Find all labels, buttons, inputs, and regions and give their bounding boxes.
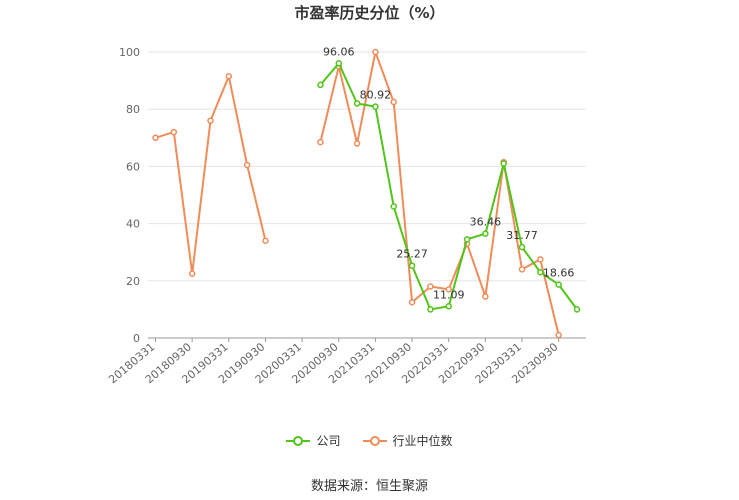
y-tick-label: 100 (119, 46, 140, 59)
data-point-company (555, 281, 562, 288)
data-point-industry-median (317, 138, 324, 146)
legend-label-company: 公司 (316, 434, 341, 448)
y-tick-label: 0 (133, 332, 140, 345)
legend-item-industry-median[interactable]: 行业中位数 (362, 432, 453, 449)
data-point-company (518, 243, 526, 251)
data-point-company (573, 306, 581, 313)
legend-label-industry-median: 行业中位数 (392, 434, 453, 448)
data-point-industry-median (170, 128, 178, 136)
y-tick-label: 60 (126, 160, 140, 173)
data-point-industry-median (372, 48, 379, 56)
y-tick-label: 20 (126, 275, 140, 288)
data-point-industry-median (537, 256, 544, 263)
series-line-industry-median (155, 51, 560, 336)
data-point-company (317, 81, 324, 89)
data-point-company (445, 303, 452, 310)
y-tick-label: 80 (126, 103, 140, 116)
legend: 公司 行业中位数 (0, 432, 739, 449)
data-point-industry-median (188, 270, 196, 277)
data-point-company (390, 203, 397, 210)
legend-line-icon (286, 435, 311, 446)
data-point-company (408, 262, 416, 269)
data-point-company (500, 160, 507, 167)
data-point-industry-median (427, 283, 434, 290)
data-point-industry-median (408, 299, 416, 306)
data-label: 80.92 (360, 89, 392, 102)
data-label: 96.06 (323, 45, 355, 58)
data-point-industry-median (353, 140, 361, 147)
data-point-industry-median (207, 117, 214, 124)
data-point-company (372, 103, 379, 110)
label-layer: 96.06 80.92 25.27 11.09 36.46 31.77 18.66 (323, 45, 574, 301)
data-point-industry-median (482, 293, 489, 300)
data-label: 36.46 (470, 216, 502, 229)
data-source-note: 数据来源：恒生聚源 (310, 479, 428, 494)
data-point-industry-median (555, 331, 562, 339)
data-label: 25.27 (396, 248, 428, 261)
grid-layer (148, 51, 586, 282)
data-point-industry-median (518, 266, 526, 273)
data-point-company (335, 60, 343, 67)
data-point-industry-median (152, 134, 159, 142)
legend-line-icon (362, 435, 387, 446)
data-point-company (427, 306, 434, 313)
series-layer (152, 48, 581, 339)
legend-item-company[interactable]: 公司 (286, 432, 341, 449)
data-point-company (482, 230, 489, 237)
data-label: 31.77 (506, 229, 538, 242)
data-point-industry-median (225, 73, 233, 80)
data-point-company (463, 236, 471, 243)
data-label: 11.09 (433, 288, 465, 301)
y-tick-label: 40 (126, 218, 140, 231)
chart-title: 市盈率历史分位（%） (294, 4, 445, 22)
data-point-industry-median (243, 161, 251, 169)
data-point-company (537, 268, 544, 276)
data-label: 18.66 (543, 267, 575, 280)
data-point-industry-median (445, 286, 452, 293)
data-point-industry-median (262, 237, 269, 245)
data-point-industry-median (390, 98, 397, 106)
data-point-company (353, 100, 361, 107)
